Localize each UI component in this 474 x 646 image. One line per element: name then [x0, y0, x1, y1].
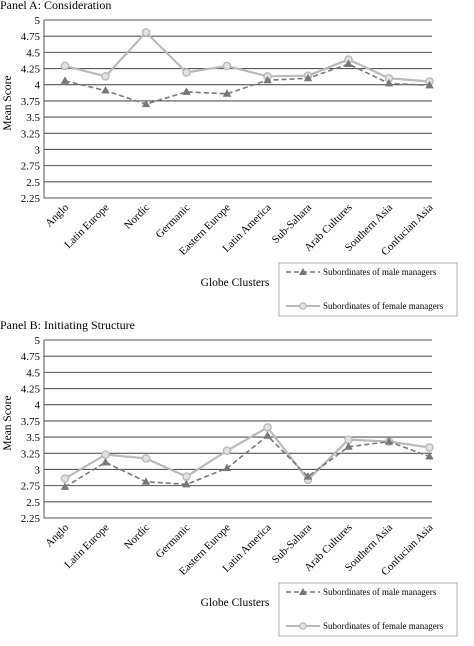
x-tick-label-nordic: Nordic	[122, 202, 152, 232]
y-tick-label: 4	[35, 80, 41, 92]
point-subordinates-of-female-managers-germanic	[182, 472, 191, 481]
legend-label-female: Subordinates of female managers	[323, 621, 444, 631]
legend: Subordinates of male managers Subordinate…	[278, 582, 458, 637]
point-subordinates-of-male-managers-eastern-europe	[222, 89, 232, 97]
point-subordinates-of-female-managers-confucian-asia	[425, 443, 434, 452]
x-axis-label: Globe Clusters	[201, 597, 270, 609]
series-line-subordinates-of-male-managers	[64, 434, 430, 488]
chart-title: Panel B: Initiating Structure	[0, 318, 135, 332]
point-subordinates-of-male-managers-nordic	[141, 99, 151, 108]
y-tick-label: 2.25	[21, 193, 41, 205]
point-subordinates-of-male-managers-latin-europe	[101, 457, 110, 466]
point-subordinates-of-female-managers-eastern-europe	[222, 446, 232, 455]
y-tick-label: 2.5	[26, 497, 40, 509]
point-subordinates-of-male-managers-sub-sahara	[303, 73, 313, 82]
panel-b: Panel B: Initiating Structure 2.25 2.5 2.75…	[0, 318, 474, 640]
chart-consideration: Panel A: Consideration 2.25 2.5 2.75 3 3.25 3.…	[0, 0, 458, 317]
y-tick-label: 3	[35, 464, 41, 476]
point-subordinates-of-female-managers-latin-europe	[101, 72, 110, 81]
legend-marker-female	[299, 622, 307, 630]
x-tick-label-germanic: Germanic	[153, 522, 192, 561]
point-subordinates-of-male-managers-latin-america	[263, 431, 272, 439]
legend-marker-female	[299, 302, 307, 310]
y-tick-label: 4.25	[21, 64, 41, 76]
x-axis-label: Globe Clusters	[201, 277, 270, 289]
y-tick-label: 2.75	[21, 161, 41, 173]
point-subordinates-of-male-managers-eastern-europe	[222, 463, 232, 472]
chart-initiating-structure: Panel B: Initiating Structure 2.25 2.5 2.75…	[0, 318, 458, 637]
x-tick-label-nordic: Nordic	[122, 522, 152, 552]
point-subordinates-of-male-managers-confucian-asia	[425, 452, 434, 460]
y-tick-label: 2.25	[21, 513, 41, 525]
legend-box	[278, 582, 458, 637]
point-subordinates-of-male-managers-sub-sahara	[303, 472, 313, 480]
point-subordinates-of-male-managers-southern-asia	[384, 437, 394, 445]
point-subordinates-of-male-managers-germanic	[182, 479, 191, 488]
series-line-subordinates-of-female-managers	[64, 425, 430, 482]
y-axis-label: Mean Score	[2, 75, 14, 130]
y-tick-label: 4.75	[21, 31, 41, 43]
series-line-subordinates-of-male-managers	[64, 63, 430, 105]
y-tick-label: 4.25	[21, 384, 41, 396]
point-subordinates-of-male-managers-nordic	[141, 477, 151, 485]
y-tick-label: 3.25	[21, 128, 41, 140]
legend-box	[278, 262, 458, 317]
legend-label-female: Subordinates of female managers	[323, 301, 444, 311]
x-tick-label-anglo: Anglo	[43, 201, 71, 229]
y-tick-label: 3.25	[21, 448, 41, 460]
point-subordinates-of-female-managers-nordic	[141, 454, 151, 463]
y-tick-label: 5	[35, 335, 41, 347]
y-tick-label: 3.5	[26, 112, 40, 124]
point-subordinates-of-male-managers-latin-europe	[101, 86, 110, 94]
y-tick-label: 3	[35, 144, 41, 156]
point-subordinates-of-male-managers-anglo	[60, 76, 70, 84]
point-subordinates-of-male-managers-southern-asia	[384, 78, 394, 87]
point-subordinates-of-male-managers-anglo	[60, 482, 70, 490]
y-tick-label: 3.75	[21, 416, 41, 428]
point-subordinates-of-female-managers-arab-cultures	[344, 435, 353, 444]
y-tick-label: 2.75	[21, 481, 41, 493]
legend-marker-male	[299, 268, 307, 275]
point-subordinates-of-female-managers-anglo	[60, 61, 70, 71]
point-subordinates-of-female-managers-latin-europe	[101, 450, 110, 459]
legend-label-male: Subordinates of male managers	[323, 267, 437, 277]
chart-title: Panel A: Consideration	[0, 0, 111, 12]
point-subordinates-of-female-managers-germanic	[182, 68, 191, 77]
y-tick-label: 4.5	[26, 367, 40, 379]
point-subordinates-of-male-managers-latin-america	[263, 75, 272, 84]
y-tick-label: 5	[35, 15, 41, 27]
y-tick-label: 3.75	[21, 96, 41, 108]
series-line-subordinates-of-female-managers	[64, 30, 430, 83]
x-tick-label-germanic: Germanic	[153, 202, 192, 241]
point-subordinates-of-male-managers-germanic	[182, 87, 191, 95]
point-subordinates-of-female-managers-anglo	[60, 474, 70, 483]
y-axis-label: Mean Score	[2, 395, 14, 450]
legend: Subordinates of male managers Subordinate…	[278, 262, 458, 317]
point-subordinates-of-female-managers-latin-america	[263, 423, 272, 432]
legend-marker-male	[299, 588, 307, 595]
y-tick-label: 2.5	[26, 177, 40, 189]
y-tick-label: 4	[35, 400, 41, 412]
y-tick-label: 3.5	[26, 432, 40, 444]
panel-a: Panel A: Consideration 2.25 2.5 2.75 3 3.25 3.…	[0, 0, 474, 320]
point-subordinates-of-male-managers-arab-cultures	[344, 442, 353, 450]
point-subordinates-of-female-managers-nordic	[141, 27, 151, 37]
point-subordinates-of-male-managers-arab-cultures	[344, 59, 353, 68]
point-subordinates-of-female-managers-eastern-europe	[222, 61, 232, 71]
legend-label-male: Subordinates of male managers	[323, 587, 437, 597]
y-tick-label: 4.75	[21, 351, 41, 363]
x-tick-label-anglo: Anglo	[43, 521, 71, 549]
y-tick-label: 4.5	[26, 47, 40, 59]
point-subordinates-of-male-managers-confucian-asia	[425, 80, 434, 89]
